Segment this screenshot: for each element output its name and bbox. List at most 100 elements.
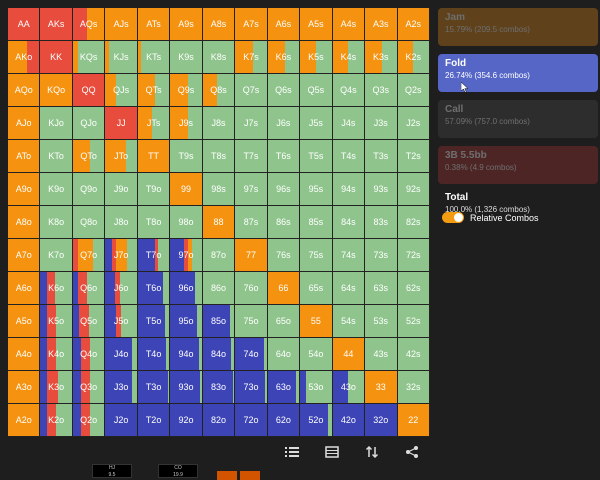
hand-cell[interactable]: J9s (170, 107, 203, 140)
hand-cell[interactable]: 66 (267, 272, 301, 305)
hand-cell[interactable]: Q8s (202, 74, 236, 107)
hand-cell[interactable]: T8s (202, 140, 236, 173)
hand-cell[interactable]: KTs (137, 41, 171, 74)
hand-cell[interactable]: AJo (8, 107, 41, 140)
hand-cell[interactable]: K3s (365, 41, 398, 74)
seat-co[interactable]: CO 19.9 (158, 464, 198, 478)
hand-cell[interactable]: AQo (8, 74, 41, 107)
hand-cell[interactable]: J8s (202, 107, 236, 140)
hand-cell[interactable]: K7s (235, 41, 268, 74)
hand-cell[interactable]: J7o (105, 239, 138, 272)
hand-cell[interactable]: ATo (8, 140, 41, 173)
hand-cell[interactable]: 32o (365, 404, 398, 437)
hand-cell[interactable]: 95s (300, 173, 333, 206)
hand-cell[interactable]: Q4o (72, 338, 106, 371)
hand-cell[interactable]: 54o (300, 338, 333, 371)
hand-cell[interactable]: A3o (8, 371, 41, 404)
hand-cell[interactable]: 96o (170, 272, 203, 305)
hand-cell[interactable]: A8s (202, 8, 236, 41)
hand-cell[interactable]: J4s (332, 107, 366, 140)
hand-cell[interactable]: AKs (40, 8, 73, 41)
hand-cell[interactable]: K7o (40, 239, 73, 272)
hand-cell[interactable]: 83s (365, 206, 398, 239)
hand-cell[interactable]: J4o (105, 338, 138, 371)
hand-cell[interactable]: 75o (235, 305, 268, 338)
hand-cell[interactable]: K8s (202, 41, 236, 74)
hand-cell[interactable]: K9s (170, 41, 203, 74)
hand-cell[interactable]: Q9o (72, 173, 106, 206)
hand-cell[interactable]: 86o (202, 272, 236, 305)
hand-cell[interactable]: A5s (300, 8, 333, 41)
hand-cell[interactable]: K6o (40, 272, 73, 305)
hand-cell[interactable]: 22 (397, 404, 430, 437)
hand-cell[interactable]: 42s (397, 338, 430, 371)
hand-cell[interactable]: Q6s (267, 74, 301, 107)
hand-cell[interactable]: T3o (137, 371, 171, 404)
hand-cell[interactable]: T6s (267, 140, 301, 173)
hand-cell[interactable]: Q4s (332, 74, 366, 107)
hand-cell[interactable]: 53o (300, 371, 333, 404)
hand-cell[interactable]: Q2s (397, 74, 430, 107)
hand-cell[interactable]: 97s (235, 173, 268, 206)
legend-call[interactable]: Call 57.09% (757.0 combos) (438, 100, 598, 138)
hand-cell[interactable]: T2o (137, 404, 171, 437)
hand-cell[interactable]: 43s (365, 338, 398, 371)
hand-cell[interactable]: T4o (137, 338, 171, 371)
hand-cell[interactable]: 75s (300, 239, 333, 272)
hand-cell[interactable]: K4s (332, 41, 366, 74)
hand-cell[interactable]: T8o (137, 206, 171, 239)
hand-cell[interactable]: J2o (105, 404, 138, 437)
hand-cell[interactable]: 65s (300, 272, 333, 305)
hand-cell[interactable]: 87o (202, 239, 236, 272)
hand-cell[interactable]: QQ (72, 74, 106, 107)
hand-cell[interactable]: 62o (267, 404, 301, 437)
hand-cell[interactable]: K5s (300, 41, 333, 74)
hand-cell[interactable]: 52o (300, 404, 333, 437)
hand-cell[interactable]: K3o (40, 371, 73, 404)
hand-cell[interactable]: 98o (170, 206, 203, 239)
hand-cell[interactable]: 88 (202, 206, 236, 239)
hand-cell[interactable]: 32s (397, 371, 430, 404)
hand-cell[interactable]: Q7o (72, 239, 106, 272)
table-icon[interactable] (322, 444, 342, 460)
hand-cell[interactable]: K2o (40, 404, 73, 437)
hand-cell[interactable]: 94o (170, 338, 203, 371)
hand-cell[interactable]: 98s (202, 173, 236, 206)
hand-cell[interactable]: 84o (202, 338, 236, 371)
hand-cell[interactable]: Q3o (72, 371, 106, 404)
seat-hj[interactable]: HJ 9.5 (92, 464, 132, 478)
hand-cell[interactable]: 73s (365, 239, 398, 272)
hand-cell[interactable]: T9s (170, 140, 203, 173)
hand-cell[interactable]: T6o (137, 272, 171, 305)
hand-cell[interactable]: 44 (332, 338, 366, 371)
hand-cell[interactable]: T7o (137, 239, 171, 272)
hand-cell[interactable]: 64s (332, 272, 366, 305)
hand-cell[interactable]: J3o (105, 371, 138, 404)
hand-cell[interactable]: A4o (8, 338, 41, 371)
hand-cell[interactable]: 63s (365, 272, 398, 305)
hand-cell[interactable]: JTo (105, 140, 138, 173)
hand-cell[interactable]: 62s (397, 272, 430, 305)
hand-cell[interactable]: KJs (105, 41, 138, 74)
hand-cell[interactable]: KTo (40, 140, 73, 173)
hand-cell[interactable]: K6s (267, 41, 301, 74)
hand-cell[interactable]: 72s (397, 239, 430, 272)
hand-cell[interactable]: Q3s (365, 74, 398, 107)
hand-cell[interactable]: 85s (300, 206, 333, 239)
hand-cell[interactable]: 85o (202, 305, 236, 338)
hand-cell[interactable]: KK (40, 41, 73, 74)
hand-cell[interactable]: T5s (300, 140, 333, 173)
hand-cell[interactable]: 95o (170, 305, 203, 338)
hand-cell[interactable]: 52s (397, 305, 430, 338)
hand-cell[interactable]: K8o (40, 206, 73, 239)
hand-cell[interactable]: J7s (235, 107, 268, 140)
hand-cell[interactable]: K9o (40, 173, 73, 206)
share-icon[interactable] (402, 444, 422, 460)
hand-cell[interactable]: A8o (8, 206, 41, 239)
hand-cell[interactable]: 73o (235, 371, 268, 404)
hand-cell[interactable]: 55 (300, 305, 333, 338)
hand-cell[interactable]: JJ (105, 107, 138, 140)
hand-cell[interactable]: 99 (170, 173, 203, 206)
legend-raise[interactable]: 3B 5.5bb 0.38% (4.9 combos) (438, 146, 598, 184)
hand-cell[interactable]: QTs (137, 74, 171, 107)
